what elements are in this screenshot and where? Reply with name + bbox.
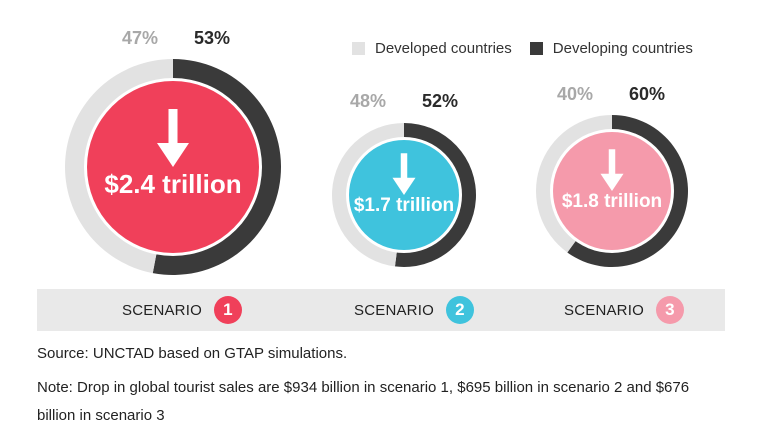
scenario-2-label: SCENARIO [354, 301, 434, 319]
scenario-2-developing-pct: 52% [422, 91, 458, 111]
scenario-3-number: 3 [655, 296, 684, 324]
scenario-2-number: 2 [445, 296, 474, 324]
scenario-2-developed-pct: 48% [350, 91, 386, 111]
scenario-1-developing-pct: 53% [194, 28, 230, 48]
scenario-1-number: 1 [213, 296, 242, 324]
scenario-3-tag: SCENARIO 3 [564, 289, 684, 331]
scenario-2-tag: SCENARIO 2 [354, 289, 474, 331]
source-text: Source: UNCTAD based on GTAP simulations… [37, 345, 348, 362]
scenario-2-down-arrow-icon [392, 153, 416, 195]
legend-label-developing: Developing countries [552, 40, 693, 57]
chart-area: $2.4 trillion 47% 53% $1.7 trillion 48% 52% $1… [64, 28, 688, 275]
scenario-1-label: SCENARIO [122, 301, 202, 319]
legend-item-developed: Developed countries [352, 40, 512, 57]
scenario-bar: SCENARIO 1 SCENARIO 2 SCENARIO 3 [37, 289, 725, 331]
scenario-1-down-arrow-icon [157, 109, 189, 167]
scenario-2-total-label: $1.7 trillion [354, 195, 454, 216]
scenario-3-developed-pct: 40% [557, 84, 593, 104]
scenario-3-label: SCENARIO [564, 301, 644, 319]
legend-item-developing: Developing countries [529, 40, 693, 57]
legend: Developed countries Developing countries [352, 40, 711, 57]
legend-swatch-developing [529, 42, 543, 55]
scenario-1-total-label: $2.4 trillion [104, 169, 241, 199]
legend-swatch-developed [352, 42, 365, 55]
scenario-charts: $2.4 trillion 47% 53% $1.7 trillion 48% 52% $1… [64, 28, 688, 275]
note-text: Note: Drop in global tourist sales are $… [37, 379, 690, 424]
scenario-3-developing-pct: 60% [629, 84, 665, 104]
scenario-1-developed-pct: 47% [122, 28, 158, 48]
legend-label-developed: Developed countries [375, 40, 512, 57]
scenario-3-total-label: $1.8 trillion [562, 191, 662, 212]
scenario-1-tag: SCENARIO 1 [122, 289, 242, 331]
scenario-3-down-arrow-icon [600, 149, 624, 191]
